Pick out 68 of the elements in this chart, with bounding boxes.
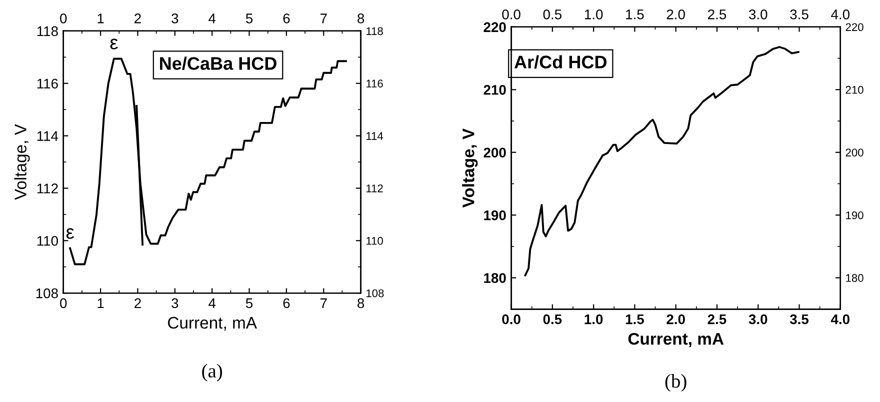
x2-tick-label: 0.0 <box>502 9 520 20</box>
x-tick-label: 8 <box>358 298 364 308</box>
x2-tick-label: 3.0 <box>748 9 768 20</box>
x-tick-label: 2.0 <box>666 314 685 324</box>
y-tick-label: 210 <box>484 84 506 95</box>
x2-tick-label: 1.5 <box>626 10 644 20</box>
y2-tick-label: 190 <box>846 211 864 220</box>
x-tick-label: 0.0 <box>502 314 520 324</box>
x2-tick-label: 2 <box>134 14 141 24</box>
x-tick-label: 7 <box>320 298 327 308</box>
text: (b) <box>665 374 686 392</box>
x-tick-label: 6 <box>283 298 290 308</box>
y-tick-label: 180 <box>484 273 506 283</box>
x-tick-label: 2.5 <box>708 314 726 324</box>
y2-tick-label: 110 <box>366 236 383 245</box>
y-tick-label: 116 <box>37 78 58 89</box>
y-axis-title: Voltage, V <box>14 124 30 200</box>
x-tick-label: 0.5 <box>543 314 562 324</box>
text: (a) <box>202 364 222 382</box>
x-tick-label: 1 <box>98 298 104 308</box>
y-axis-title: Voltage, V <box>462 128 478 208</box>
x-tick-label: 1.0 <box>584 314 603 324</box>
x2-tick-label: 0.5 <box>543 9 562 20</box>
y2-tick-label: 180 <box>846 274 864 282</box>
x2-tick-label: 7 <box>320 14 327 24</box>
x-tick-label: 3.0 <box>748 314 768 324</box>
annotation: Ar/Cd HCD <box>514 55 607 69</box>
y2-tick-label: 116 <box>366 80 383 88</box>
x-axis-title: Current, mA <box>168 316 257 331</box>
y2-tick-label: 114 <box>366 132 384 140</box>
y2-tick-label: 112 <box>366 184 383 192</box>
x-tick-label: 4.0 <box>830 314 850 324</box>
y-tick-label: 112 <box>37 184 58 194</box>
x-tick-label: 2 <box>134 298 141 308</box>
y2-tick-label: 200 <box>846 148 864 156</box>
x-tick-label: 0 <box>60 298 67 308</box>
x-tick-label: 3 <box>172 298 178 308</box>
y-tick-label: 108 <box>36 288 58 298</box>
x2-tick-label: 2.0 <box>666 9 685 20</box>
x2-tick-label: 4 <box>208 14 216 24</box>
x2-tick-label: 3.5 <box>790 9 808 20</box>
y-tick-label: 190 <box>484 210 506 220</box>
x-tick-label: 3.5 <box>790 314 809 324</box>
y2-tick-label: 220 <box>846 23 864 32</box>
y2-tick-label: 108 <box>366 289 384 298</box>
y-tick-label: 200 <box>484 148 506 158</box>
annotation: ε <box>110 38 118 50</box>
y-tick-label: 114 <box>37 131 58 141</box>
x-tick-label: 5 <box>246 298 253 308</box>
x2-tick-label: 3 <box>172 14 178 24</box>
x2-tick-label: 4.0 <box>831 9 850 20</box>
x-tick-label: 4 <box>208 298 216 308</box>
x2-tick-label: 2.5 <box>708 9 726 20</box>
y2-tick-label: 118 <box>366 27 383 36</box>
y-tick-label: 118 <box>37 26 58 36</box>
x2-tick-label: 1 <box>98 14 104 24</box>
x-tick-label: 1.5 <box>626 314 644 324</box>
y-tick-label: 220 <box>484 22 506 32</box>
annotation: ε <box>66 228 74 239</box>
x-axis-title: Current, mA <box>628 332 724 348</box>
x2-tick-label: 0 <box>60 14 67 24</box>
x2-tick-label: 5 <box>246 14 253 24</box>
x2-tick-label: 8 <box>358 14 364 24</box>
y2-tick-label: 210 <box>846 86 864 94</box>
x2-tick-label: 1.0 <box>584 9 603 20</box>
y-tick-label: 110 <box>37 236 58 246</box>
x2-tick-label: 6 <box>283 14 290 24</box>
annotation: Ne/CaBa HCD <box>160 56 276 70</box>
